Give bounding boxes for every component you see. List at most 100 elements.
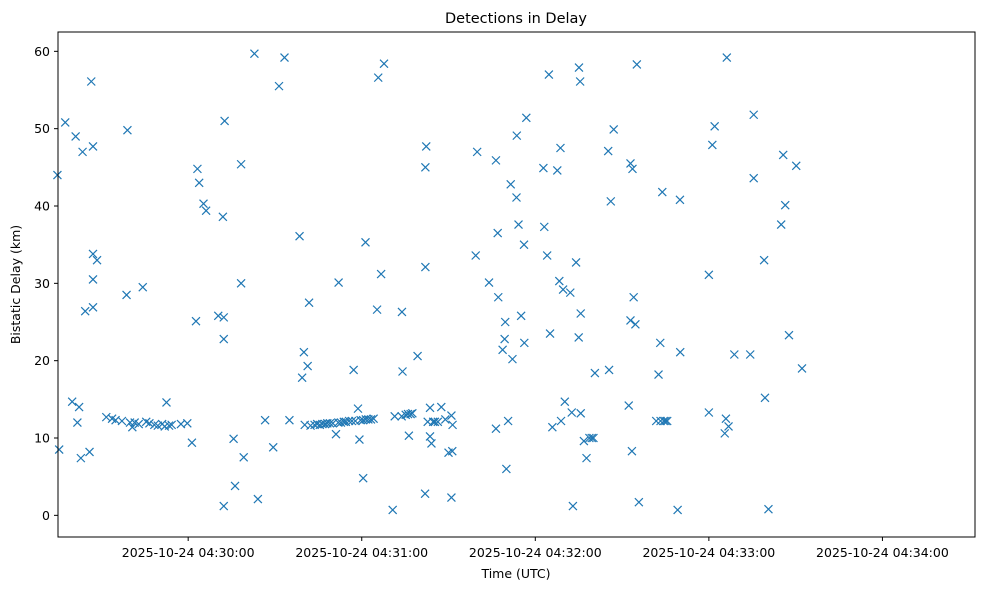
data-point [560,397,570,407]
data-point [673,505,683,515]
data-point [213,311,223,321]
data-point [376,269,386,279]
data-point [634,497,644,507]
data-point [117,416,127,426]
data-point [519,338,529,348]
data-point [420,162,430,172]
data-point [579,436,589,446]
data-point [304,298,314,308]
data-point [512,193,521,202]
data-point [609,125,619,134]
data-point [397,307,407,317]
data-point [421,142,431,151]
data-point [440,415,450,424]
data-point [349,365,359,375]
data-point [425,403,435,413]
data-point [407,408,417,418]
data-points [52,49,807,515]
data-point [67,397,77,407]
data-point [626,316,635,325]
x-tick-label: 2025-10-24 04:31:00 [295,545,428,560]
data-point [398,367,407,376]
data-point [542,251,552,260]
data-point [194,178,204,188]
data-point [299,347,309,357]
data-point [85,447,94,457]
data-point [127,422,137,432]
data-point [430,417,440,427]
data-point [760,393,770,403]
data-point [589,433,598,443]
data-point [512,131,522,141]
data-point [373,73,383,83]
data-point [60,118,70,127]
data-point [122,290,131,300]
data-point [436,402,446,412]
data-point [630,319,640,329]
y-tick-label: 20 [34,353,50,368]
data-point [230,481,240,491]
data-point [88,275,98,284]
y-tick-label: 30 [34,276,50,291]
data-point [575,77,585,86]
data-point [236,159,246,169]
data-point [446,411,456,421]
data-point [239,452,249,462]
data-point [749,173,759,183]
data-point [571,258,581,267]
data-point [274,81,284,91]
data-point [88,302,98,312]
data-point [86,77,96,86]
y-axis: 0 10 20 30 40 50 60 [34,44,58,523]
data-point [567,408,577,417]
y-axis-label: Bistatic Delay (km) [8,225,23,344]
data-point [162,398,171,407]
data-point [249,49,259,59]
data-point [447,446,457,456]
data-point [325,418,335,428]
data-point [369,414,379,424]
data-point [446,493,456,502]
data-point [74,402,84,412]
data-point [72,418,82,427]
data-point [433,417,443,427]
data-point [78,147,88,157]
data-point [353,404,363,414]
data-point [539,222,549,232]
data-point [498,345,508,355]
data-point [379,59,389,69]
data-point [627,446,637,456]
x-tick-label: 2025-10-24 04:30:00 [122,545,255,560]
data-point [404,431,414,441]
data-point [199,199,208,209]
data-point [236,278,246,288]
data-point [388,505,398,515]
data-point [219,312,229,322]
data-point [182,418,192,428]
data-point [88,249,98,259]
data-point [420,489,430,499]
data-point [574,333,584,342]
data-point [390,411,400,421]
data-point [606,196,616,206]
data-point [675,195,685,205]
y-tick-label: 50 [34,121,50,136]
data-point [413,351,422,361]
data-point [334,278,344,287]
data-point [632,60,642,69]
data-point [519,240,529,250]
data-point [574,63,584,72]
data-point [791,161,801,171]
data-point [52,170,62,180]
data-point [506,179,516,189]
data-point [556,143,565,153]
data-point [624,401,634,410]
data-point [76,453,86,463]
data-point [303,361,313,371]
data-point [576,309,586,318]
data-point [603,146,613,156]
data-point [749,110,759,120]
data-point [721,414,731,424]
y-tick-label: 0 [42,508,50,523]
